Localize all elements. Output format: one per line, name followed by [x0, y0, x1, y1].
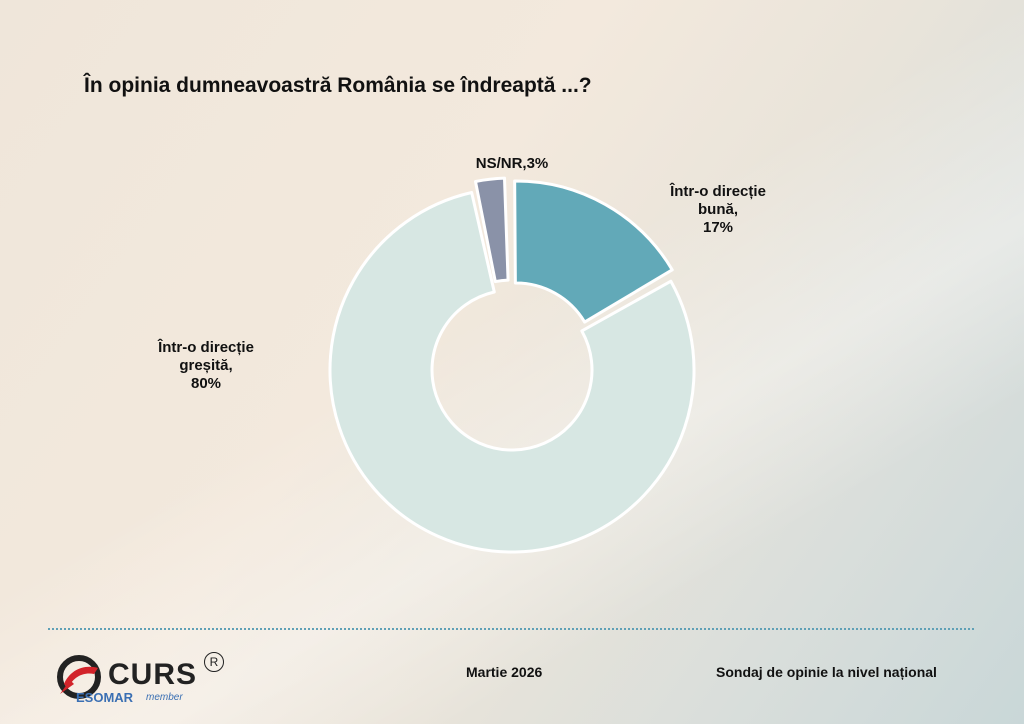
slice-label: Într-o direcție bună, 17%	[669, 182, 766, 236]
slice-label-line: bună,	[698, 201, 738, 218]
curs-logo-icon	[57, 655, 101, 699]
slice-label-line: 17%	[703, 219, 733, 236]
footer-divider	[48, 628, 974, 630]
slice-label-line: 80%	[191, 375, 221, 392]
curs-logo: CURS R ESOMAR member	[56, 652, 236, 708]
esomar-text: ESOMAR	[76, 690, 134, 705]
donut-slice	[513, 179, 674, 324]
chart-title: În opinia dumneavoastră România se îndre…	[84, 74, 592, 97]
slice-label-line: NS/NR,3%	[476, 155, 549, 172]
footer-date: Martie 2026	[466, 664, 543, 680]
footer-survey: Sondaj de opinie la nivel național	[716, 664, 937, 680]
donut-chart: NS/NR,3%Într-o direcție bună, 17%Într-o di…	[157, 155, 766, 554]
logo-brand-text: CURS	[108, 658, 198, 691]
registered-mark: R	[204, 652, 224, 672]
slice-label-line: Într-o direcție	[157, 338, 254, 356]
donut-slice	[328, 191, 696, 554]
slice-label: NS/NR,3%	[476, 155, 549, 172]
slice-label-line: greșită,	[179, 357, 232, 374]
slice-label: Într-o direcție greșită, 80%	[157, 338, 254, 392]
donut-slice	[474, 176, 510, 284]
slice-label-line: Într-o direcție	[669, 182, 766, 200]
esomar-member-text: member	[146, 692, 183, 703]
